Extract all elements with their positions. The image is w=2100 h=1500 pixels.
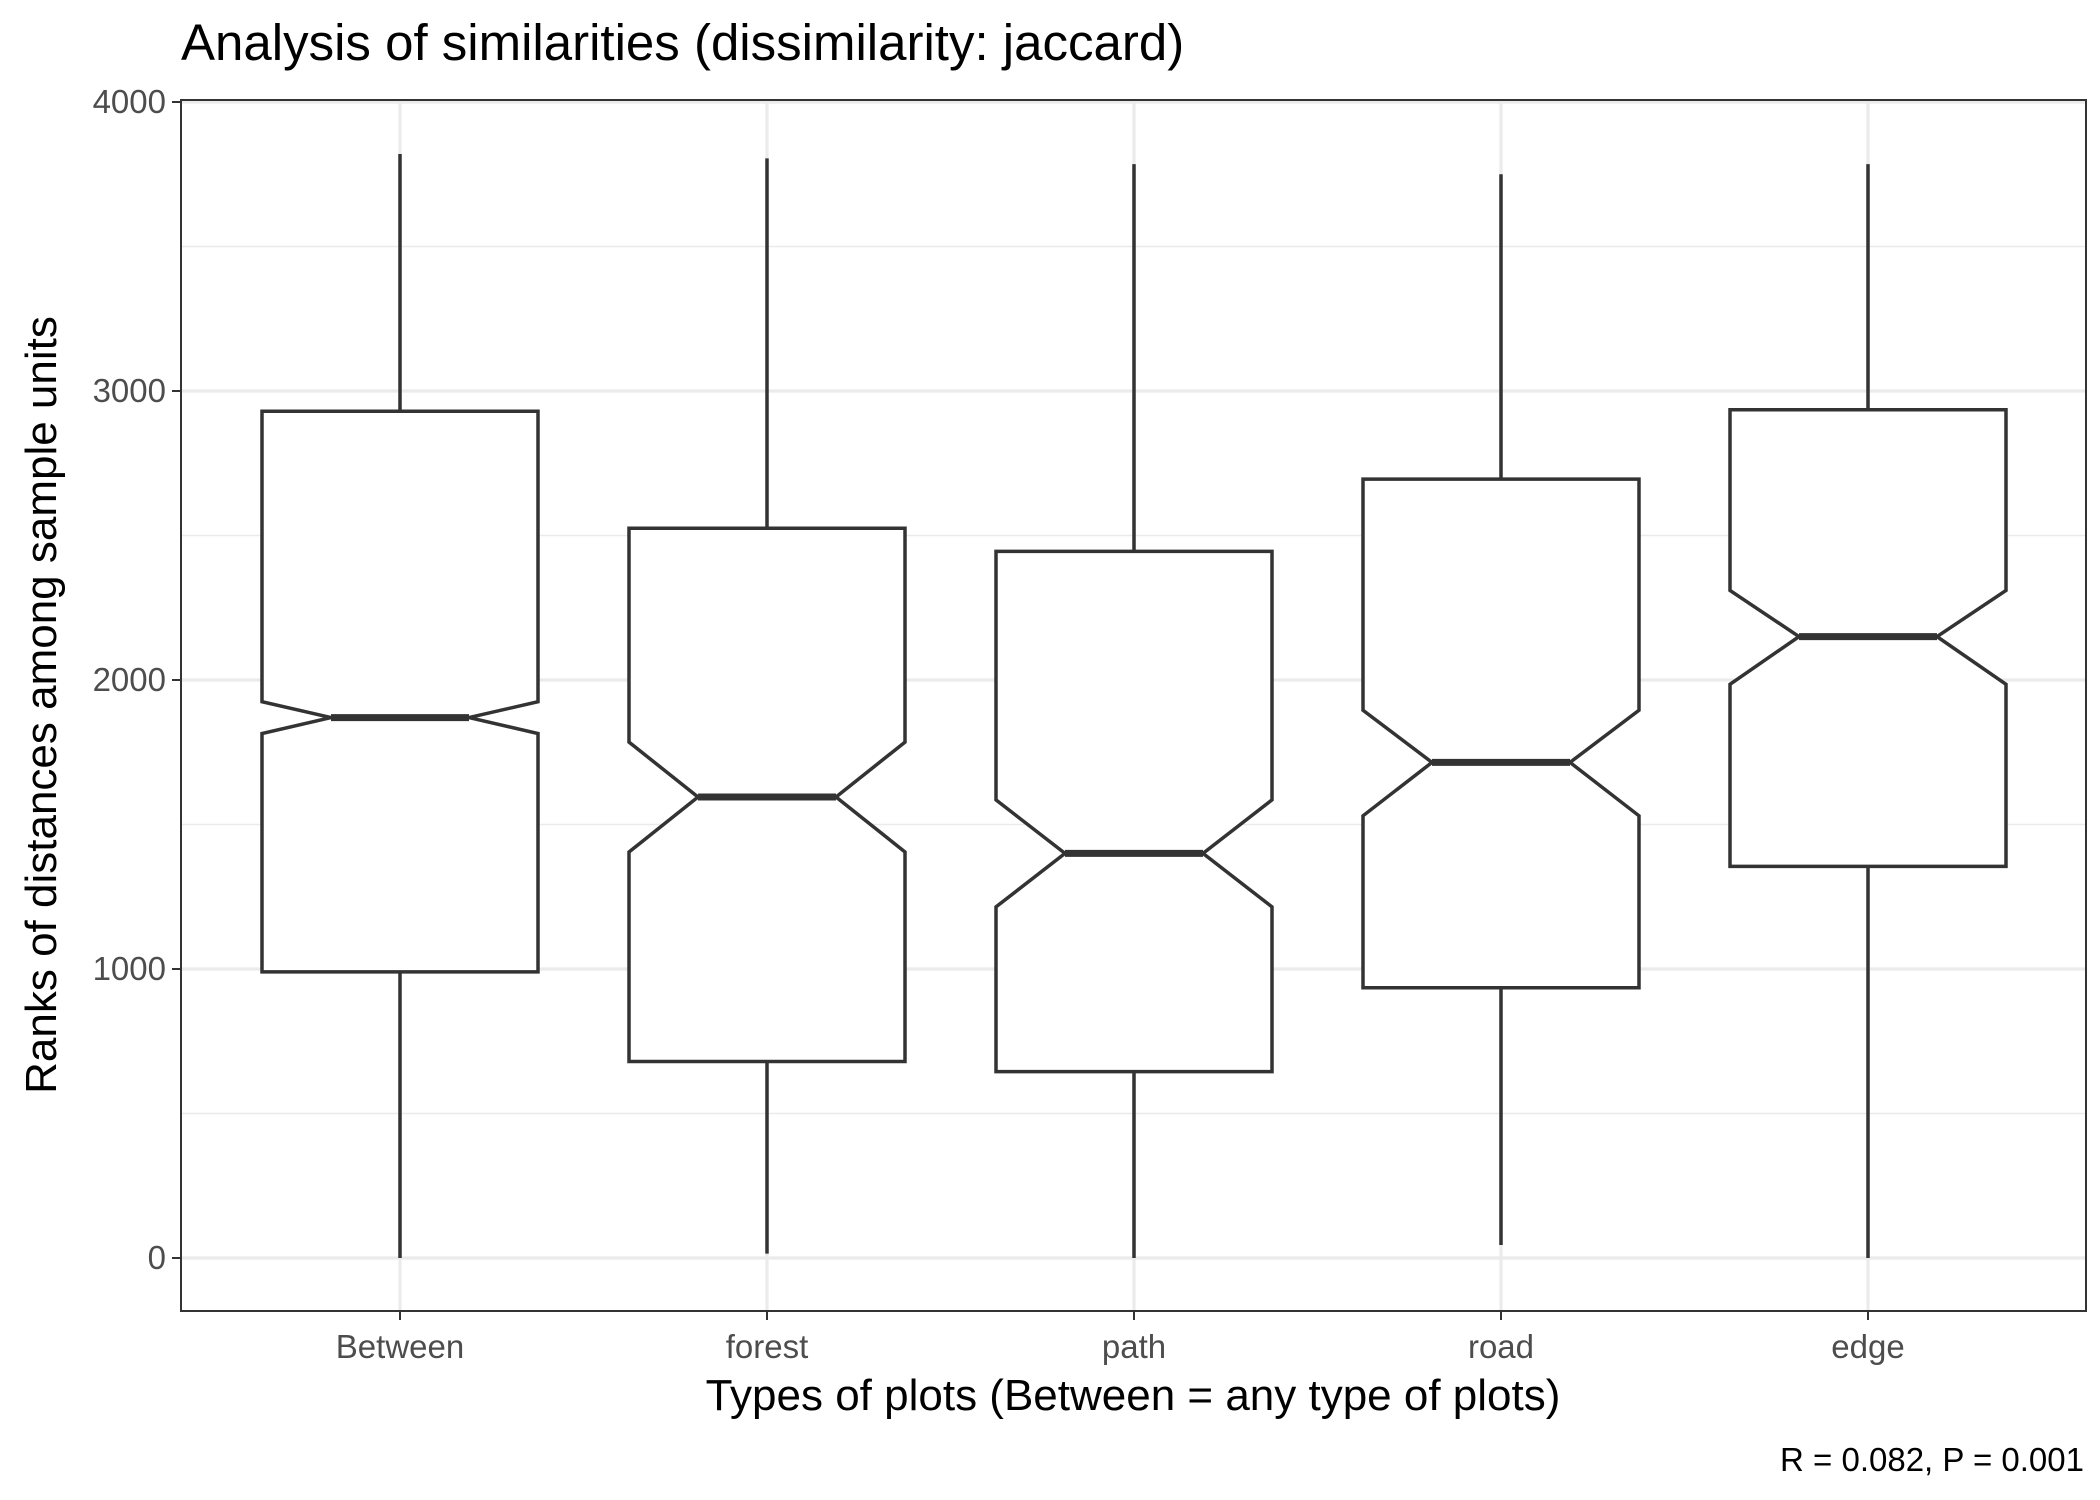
box-group-between: [260, 154, 540, 1258]
y-axis-title: Ranks of distances among sample units: [17, 316, 66, 1094]
y-tick-label: 4000: [93, 83, 166, 120]
x-tick-label: edge: [1831, 1328, 1904, 1365]
box-group-path: [994, 164, 1274, 1258]
axes-layer: 0 1000 2000 3000 4000 Between forest path road ed…: [93, 83, 1905, 1365]
box-group-edge: [1728, 164, 2008, 1258]
boxes-layer: [260, 154, 2008, 1258]
y-tick-label: 2000: [93, 661, 166, 698]
y-tick-label: 3000: [93, 372, 166, 409]
y-tick-label: 1000: [93, 950, 166, 987]
notched-box: [994, 549, 1274, 1074]
x-axis-title: Types of plots (Between = any type of pl…: [706, 1371, 1561, 1420]
notched-box: [260, 409, 540, 974]
box-group-road: [1361, 174, 1641, 1245]
statistics-caption: R = 0.082, P = 0.001: [1780, 1441, 2084, 1478]
chart-title: Analysis of similarities (dissimilarity:…: [181, 14, 1184, 71]
y-tick-label: 0: [148, 1239, 166, 1276]
x-tick-label: forest: [726, 1328, 809, 1365]
x-tick-label: road: [1468, 1328, 1534, 1365]
x-tick-label: Between: [336, 1328, 464, 1365]
x-tick-label: path: [1102, 1328, 1166, 1365]
notched-box: [1361, 477, 1641, 990]
box-group-forest: [627, 158, 907, 1254]
